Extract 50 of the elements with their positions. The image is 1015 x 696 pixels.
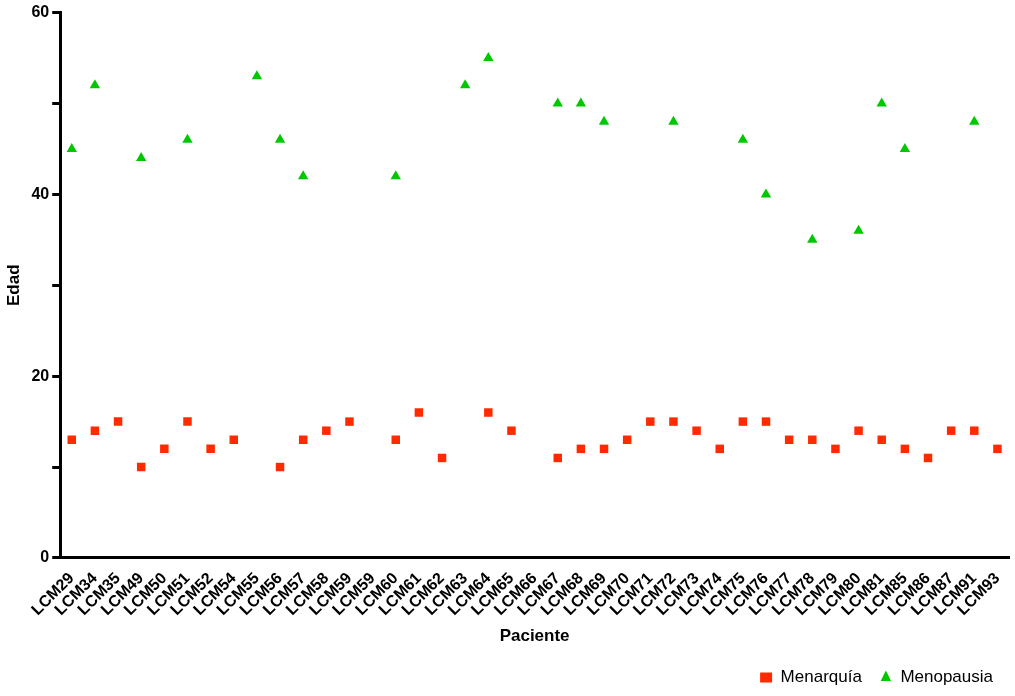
point — [715, 444, 724, 454]
point — [668, 115, 679, 125]
point — [459, 79, 471, 89]
point — [183, 417, 192, 426]
point — [322, 426, 331, 435]
y-tick-label: 40 — [31, 184, 50, 202]
y-tick-label: 20 — [31, 366, 50, 384]
point — [206, 444, 215, 454]
point — [760, 188, 772, 198]
point — [807, 233, 818, 243]
x-axis-title: Paciente — [499, 626, 570, 646]
point — [831, 444, 840, 454]
legend-label: Menopausia — [900, 667, 994, 687]
point — [160, 444, 169, 454]
point — [553, 453, 562, 463]
point — [692, 426, 701, 435]
point — [669, 417, 678, 426]
point — [969, 115, 980, 125]
point — [297, 170, 309, 180]
point — [89, 79, 101, 89]
y-axis-title: Edad — [3, 264, 23, 307]
point — [761, 417, 771, 426]
point — [66, 142, 77, 152]
point — [854, 426, 863, 435]
point — [483, 52, 494, 62]
point — [507, 426, 516, 435]
point — [877, 435, 886, 445]
point — [345, 417, 354, 426]
y-tick-label: 60 — [31, 3, 50, 21]
point — [853, 224, 864, 234]
point — [598, 115, 610, 125]
point — [899, 142, 911, 152]
y-tick-label: 0 — [40, 548, 50, 566]
point — [390, 170, 401, 180]
point — [414, 408, 424, 417]
point — [136, 152, 147, 162]
point — [808, 435, 817, 445]
point — [274, 133, 286, 143]
point — [113, 417, 123, 426]
point — [970, 426, 979, 435]
point — [484, 408, 493, 417]
point — [646, 417, 655, 426]
point — [737, 133, 749, 143]
point — [182, 133, 193, 143]
point — [946, 426, 956, 435]
point — [738, 417, 748, 426]
point — [993, 444, 1002, 454]
point — [90, 426, 100, 435]
point — [251, 70, 263, 80]
legend-label: Menarquía — [780, 667, 863, 687]
